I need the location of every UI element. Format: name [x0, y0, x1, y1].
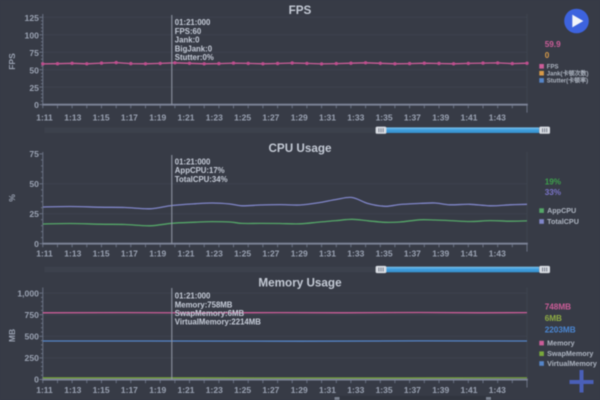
svg-text:1:13: 1:13	[64, 249, 81, 259]
svg-text:1:43: 1:43	[489, 385, 506, 395]
svg-text:250: 250	[25, 353, 40, 363]
svg-text:1:41: 1:41	[460, 113, 477, 123]
svg-text:01:21:000: 01:21:000	[175, 18, 211, 27]
svg-text:AppCPU:17%: AppCPU:17%	[175, 166, 225, 175]
svg-text:1:37: 1:37	[404, 113, 421, 123]
svg-text:1:11: 1:11	[36, 249, 53, 259]
svg-text:1:25: 1:25	[234, 249, 251, 259]
svg-text:1:15: 1:15	[93, 113, 110, 123]
svg-text:0: 0	[545, 51, 550, 60]
svg-text:2203MB: 2203MB	[545, 325, 576, 334]
svg-text:Memory Usage: Memory Usage	[258, 277, 342, 290]
svg-text:1:23: 1:23	[206, 385, 223, 395]
svg-text:1,000: 1,000	[17, 288, 39, 298]
svg-text:1:27: 1:27	[262, 113, 279, 123]
svg-text:1:31: 1:31	[319, 113, 336, 123]
svg-text:VirtualMemory: VirtualMemory	[547, 359, 597, 368]
svg-text:Jank(卡顿次数): Jank(卡顿次数)	[547, 70, 589, 78]
svg-text:25: 25	[29, 83, 39, 93]
svg-text:1:35: 1:35	[376, 385, 393, 395]
svg-text:1:39: 1:39	[432, 113, 449, 123]
svg-text:1:21: 1:21	[177, 249, 194, 259]
svg-text:SwapMemory: SwapMemory	[547, 349, 593, 358]
svg-text:1:19: 1:19	[149, 113, 166, 123]
svg-text:1:35: 1:35	[376, 113, 393, 123]
svg-text:1:41: 1:41	[460, 249, 477, 259]
svg-text:19%: 19%	[545, 177, 562, 186]
svg-text:1:29: 1:29	[291, 385, 308, 395]
svg-text:1:17: 1:17	[121, 249, 138, 259]
svg-text:1:15: 1:15	[93, 249, 110, 259]
svg-text:748MB: 748MB	[545, 302, 571, 311]
svg-text:75: 75	[29, 48, 39, 58]
svg-text:FPS: FPS	[547, 65, 559, 71]
svg-text:1:21: 1:21	[177, 385, 194, 395]
svg-text:1:27: 1:27	[262, 249, 279, 259]
svg-text:1:25: 1:25	[234, 113, 251, 123]
svg-text:FPS: FPS	[7, 53, 17, 70]
svg-text:1:37: 1:37	[404, 385, 421, 395]
svg-text:TotalCPU:34%: TotalCPU:34%	[175, 175, 228, 184]
svg-text:50: 50	[29, 179, 39, 189]
svg-text:1:21: 1:21	[177, 113, 194, 123]
svg-text:6MB: 6MB	[545, 314, 562, 323]
svg-text:1:39: 1:39	[432, 385, 449, 395]
svg-text:50: 50	[29, 65, 39, 75]
svg-text:1:11: 1:11	[36, 385, 53, 395]
svg-text:%: %	[7, 194, 17, 202]
svg-text:1:43: 1:43	[489, 113, 506, 123]
svg-text:Stutter(卡顿率): Stutter(卡顿率)	[547, 77, 588, 85]
svg-text:1:19: 1:19	[149, 249, 166, 259]
svg-text:SwapMemory:6MB: SwapMemory:6MB	[175, 309, 245, 318]
svg-text:1:23: 1:23	[206, 113, 223, 123]
svg-text:01:21:000: 01:21:000	[175, 292, 211, 301]
svg-text:1:33: 1:33	[347, 113, 364, 123]
svg-text:33%: 33%	[545, 188, 562, 197]
svg-text:1:23: 1:23	[206, 249, 223, 259]
svg-text:1:29: 1:29	[291, 113, 308, 123]
svg-text:1:29: 1:29	[291, 249, 308, 259]
svg-text:1:41: 1:41	[460, 385, 477, 395]
svg-text:Memory: Memory	[547, 338, 575, 347]
svg-text:1:13: 1:13	[64, 385, 81, 395]
svg-text:MB: MB	[7, 329, 17, 342]
svg-text:100: 100	[25, 30, 40, 40]
svg-text:0: 0	[34, 375, 39, 385]
svg-text:1:33: 1:33	[347, 385, 364, 395]
svg-text:1:39: 1:39	[432, 249, 449, 259]
svg-text:BigJank:0: BigJank:0	[175, 44, 213, 53]
svg-text:1:27: 1:27	[262, 385, 279, 395]
svg-text:75: 75	[29, 149, 39, 159]
svg-text:125: 125	[25, 13, 40, 23]
svg-text:1:15: 1:15	[93, 385, 110, 395]
svg-text:1:31: 1:31	[319, 249, 336, 259]
svg-text:FPS:60: FPS:60	[175, 27, 202, 36]
svg-text:TotalCPU: TotalCPU	[547, 217, 579, 226]
svg-text:FPS: FPS	[289, 4, 312, 17]
svg-text:1:31: 1:31	[319, 385, 336, 395]
svg-text:750: 750	[25, 310, 40, 320]
svg-text:1:35: 1:35	[376, 249, 393, 259]
svg-text:CPU Usage: CPU Usage	[268, 142, 332, 155]
svg-text:VirtualMemory:2214MB: VirtualMemory:2214MB	[175, 318, 261, 327]
svg-text:1:17: 1:17	[121, 113, 138, 123]
svg-text:500: 500	[25, 332, 40, 342]
svg-text:1:17: 1:17	[121, 385, 138, 395]
svg-text:1:33: 1:33	[347, 249, 364, 259]
svg-text:AppCPU: AppCPU	[547, 206, 576, 215]
svg-text:0: 0	[34, 239, 39, 249]
svg-text:Memory:758MB: Memory:758MB	[175, 300, 233, 309]
svg-text:0: 0	[34, 100, 39, 110]
svg-text:59.9: 59.9	[545, 40, 561, 49]
svg-text:Jank:0: Jank:0	[175, 36, 200, 45]
svg-text:1:25: 1:25	[234, 385, 251, 395]
svg-text:1:37: 1:37	[404, 249, 421, 259]
svg-text:Stutter:0%: Stutter:0%	[175, 53, 214, 62]
svg-text:1:13: 1:13	[64, 113, 81, 123]
svg-text:1:43: 1:43	[489, 249, 506, 259]
svg-text:1:19: 1:19	[149, 385, 166, 395]
svg-text:01:21:000: 01:21:000	[175, 157, 211, 166]
svg-text:25: 25	[29, 209, 39, 219]
svg-text:1:11: 1:11	[36, 113, 53, 123]
